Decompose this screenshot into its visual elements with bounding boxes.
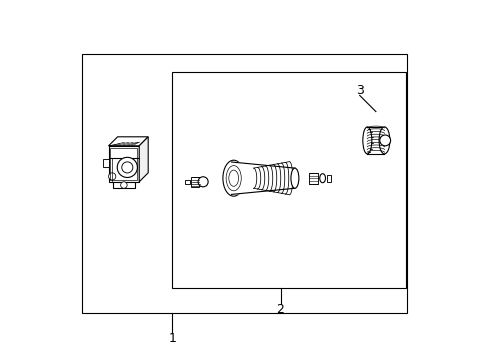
Circle shape (108, 173, 116, 180)
Bar (309, 173, 318, 184)
Text: 3: 3 (355, 84, 363, 96)
Ellipse shape (362, 127, 371, 154)
Ellipse shape (319, 174, 325, 183)
Text: 2: 2 (276, 303, 284, 316)
Ellipse shape (223, 160, 244, 196)
Bar (184, 180, 190, 184)
Bar (82, 54, 406, 313)
Circle shape (379, 135, 390, 146)
Text: 1: 1 (168, 332, 176, 345)
Bar (113, 182, 134, 188)
Ellipse shape (290, 168, 298, 188)
Ellipse shape (378, 127, 389, 154)
Polygon shape (139, 137, 148, 182)
Bar (103, 159, 108, 167)
Circle shape (117, 157, 137, 177)
Bar (110, 148, 137, 180)
Bar (108, 146, 139, 182)
Circle shape (121, 182, 127, 188)
Bar (326, 175, 330, 182)
Circle shape (122, 162, 133, 173)
Polygon shape (108, 137, 148, 146)
Bar (190, 177, 199, 187)
Bar (172, 72, 406, 288)
Circle shape (198, 177, 208, 187)
Polygon shape (231, 162, 294, 194)
